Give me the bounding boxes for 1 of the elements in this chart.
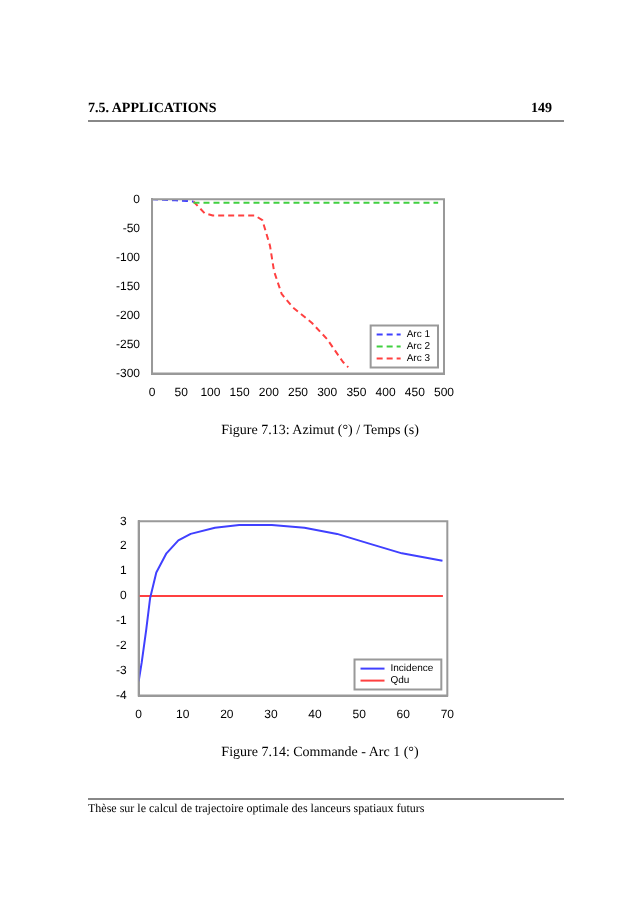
line-series [192,200,350,369]
